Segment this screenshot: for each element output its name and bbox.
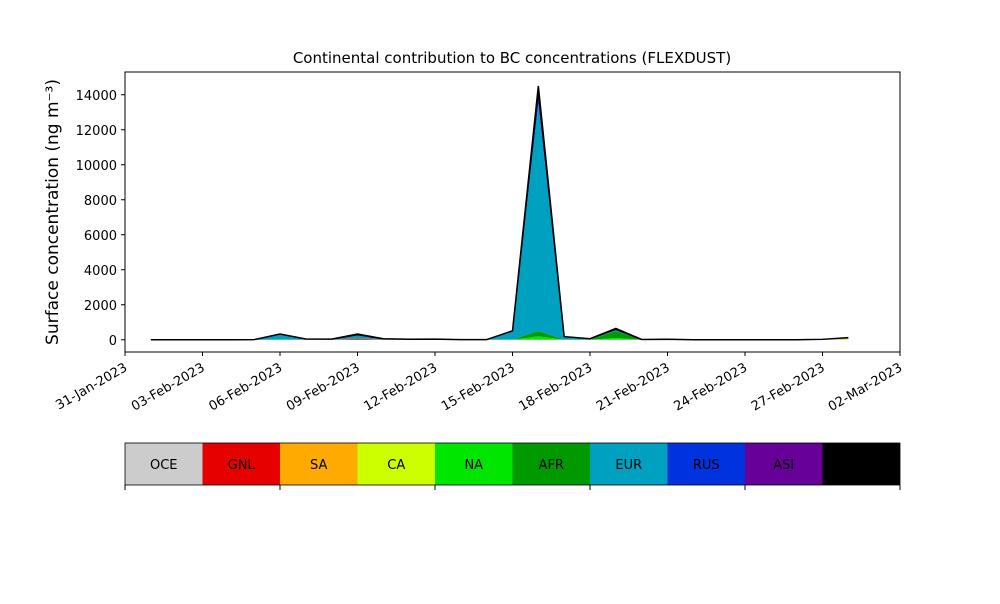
legend-swatch bbox=[435, 443, 513, 485]
legend-label: AFR bbox=[539, 458, 564, 473]
y-tick-label: 6000 bbox=[84, 229, 117, 244]
legend-swatch bbox=[280, 443, 358, 485]
legend-swatch bbox=[202, 443, 280, 485]
chart-title: Continental contribution to BC concentra… bbox=[293, 49, 731, 67]
x-tick-label: 15-Feb-2023 bbox=[439, 360, 518, 414]
x-tick-label: 06-Feb-2023 bbox=[206, 360, 285, 414]
y-axis-label: Surface concentration (ng m⁻³) bbox=[43, 79, 63, 345]
legend-label: NA bbox=[464, 458, 483, 473]
x-tick-label: 03-Feb-2023 bbox=[129, 360, 208, 414]
legend-swatch bbox=[125, 443, 203, 485]
x-tick-label: 12-Feb-2023 bbox=[361, 360, 440, 414]
legend-frame bbox=[124, 442, 901, 486]
x-tick-label: 02-Mar-2023 bbox=[826, 360, 905, 414]
legend-label: ASI bbox=[773, 458, 794, 473]
legend-swatch bbox=[667, 443, 745, 485]
legend-label: OCE bbox=[150, 458, 178, 473]
legend-swatch bbox=[512, 443, 590, 485]
y-tick-label: 12000 bbox=[76, 124, 117, 139]
x-tick-label: 18-Feb-2023 bbox=[516, 360, 595, 414]
y-tick-label: 14000 bbox=[76, 89, 117, 104]
y-tick-label: 10000 bbox=[76, 159, 117, 174]
area bbox=[150, 91, 849, 340]
legend-swatch bbox=[745, 443, 823, 485]
plot-frame bbox=[124, 71, 901, 353]
legend-label: RUS bbox=[693, 458, 720, 473]
y-tick-label: 2000 bbox=[84, 299, 117, 314]
x-tick-label: 24-Feb-2023 bbox=[671, 360, 750, 414]
x-tick-label: 27-Feb-2023 bbox=[749, 360, 828, 414]
legend-label: SA bbox=[310, 458, 327, 473]
legend-label: CA bbox=[387, 458, 405, 473]
x-tick-label: 31-Jan-2023 bbox=[53, 360, 130, 413]
area bbox=[150, 103, 849, 340]
legend-swatch bbox=[590, 443, 668, 485]
legend-label: EUR bbox=[615, 458, 642, 473]
y-tick-label: 8000 bbox=[84, 194, 117, 209]
legend-label: AUS bbox=[848, 458, 875, 473]
legend-swatch bbox=[357, 443, 435, 485]
area bbox=[150, 85, 849, 341]
y-tick-label: 4000 bbox=[84, 264, 117, 279]
x-tick-label: 09-Feb-2023 bbox=[284, 360, 363, 414]
legend-swatch bbox=[822, 443, 900, 485]
area bbox=[150, 93, 849, 340]
x-tick-label: 21-Feb-2023 bbox=[594, 360, 673, 414]
y-tick-label: 0 bbox=[109, 334, 117, 349]
legend-label: GNL bbox=[228, 458, 256, 473]
